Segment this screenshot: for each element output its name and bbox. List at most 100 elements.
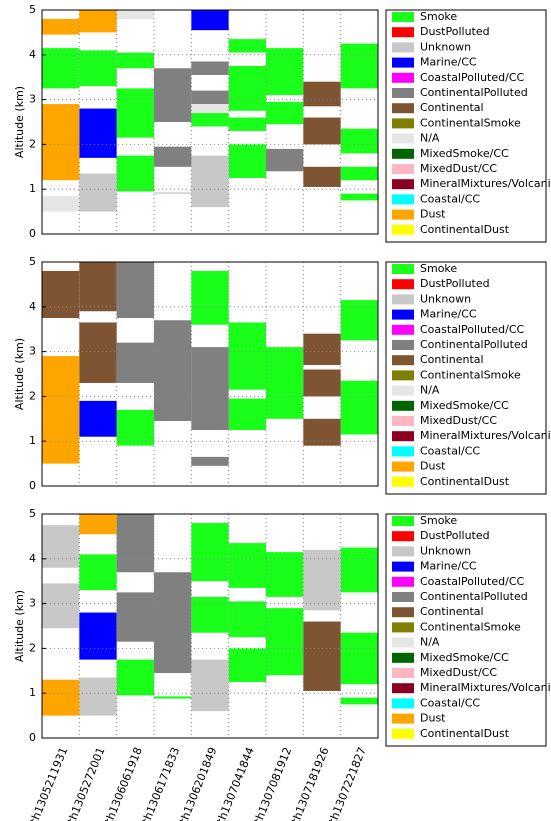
legend-label: Unknown xyxy=(420,292,471,305)
segment xyxy=(191,347,229,430)
segment xyxy=(266,48,304,96)
y-tick-label: 5 xyxy=(29,507,36,520)
y-tick-label: 3 xyxy=(29,597,36,610)
legend-label: ContinentalPolluted xyxy=(420,590,528,603)
segment xyxy=(340,547,378,593)
segment xyxy=(303,621,341,691)
segment xyxy=(340,632,378,685)
segment xyxy=(228,398,266,430)
legend-label: Marine/CC xyxy=(420,560,477,573)
legend-swatch xyxy=(392,279,414,290)
segment xyxy=(79,10,117,33)
legend-label: CoastalPolluted/CC xyxy=(420,323,524,336)
segment xyxy=(79,400,117,437)
x-tick-label: th1307081912 xyxy=(252,745,295,821)
segment xyxy=(116,10,154,19)
legend-label: Coastal/CC xyxy=(420,444,480,457)
y-tick-label: 0 xyxy=(29,479,36,492)
y-tick-label: 3 xyxy=(29,345,36,358)
x-tick-label: th1305272001 xyxy=(65,745,108,821)
legend-label: Continental xyxy=(420,353,484,366)
y-tick-label: 2 xyxy=(29,389,36,402)
legend-label: Unknown xyxy=(420,544,471,557)
legend-frame xyxy=(385,513,547,747)
legend-swatch xyxy=(392,652,414,663)
segment xyxy=(266,608,304,676)
segment xyxy=(42,356,80,464)
legend-swatch xyxy=(392,224,414,235)
segment xyxy=(191,10,229,31)
legend-swatch xyxy=(392,209,414,220)
legend-label: ContinentalSmoke xyxy=(420,368,521,381)
legend-swatch xyxy=(392,476,414,487)
segment xyxy=(191,155,229,208)
legend-swatch xyxy=(392,561,414,572)
segment xyxy=(42,583,80,629)
segment xyxy=(303,333,341,366)
segment xyxy=(42,48,80,89)
legend-swatch xyxy=(392,576,414,587)
legend-label: ContinentalDust xyxy=(420,223,510,236)
segment xyxy=(340,43,378,89)
legend-label: ContinentalDust xyxy=(420,475,510,488)
legend-label: MixedDust/CC xyxy=(420,162,497,175)
y-axis-label: Altitude (km) xyxy=(13,86,26,158)
segment xyxy=(191,456,229,466)
legend-swatch xyxy=(392,461,414,472)
segment xyxy=(266,347,304,419)
legend-label: N/A xyxy=(420,384,440,397)
legend-label: ContinentalPolluted xyxy=(420,338,528,351)
y-tick-label: 5 xyxy=(29,3,36,16)
x-tick-label: th1307041844 xyxy=(214,745,257,821)
legend-label: DustPolluted xyxy=(420,25,490,38)
legend-swatch xyxy=(392,194,414,205)
y-axis-label: Altitude (km) xyxy=(13,338,26,410)
segment xyxy=(340,128,378,154)
segment xyxy=(266,552,304,597)
x-tick-label: th1307221827 xyxy=(326,745,369,821)
segment xyxy=(191,104,229,114)
legend-label: Continental xyxy=(420,101,484,114)
legend-swatch xyxy=(392,683,414,694)
legend-label: ContinentalSmoke xyxy=(420,116,521,129)
segment xyxy=(266,101,304,125)
legend-label: MixedSmoke/CC xyxy=(420,399,509,412)
segment xyxy=(228,66,266,111)
y-tick-label: 1 xyxy=(29,182,36,195)
legend-swatch xyxy=(392,179,414,190)
y-tick-label: 4 xyxy=(29,552,36,565)
y-tick-label: 4 xyxy=(29,48,36,61)
plot-frame xyxy=(41,513,379,739)
segment xyxy=(191,61,229,75)
legend-label: Marine/CC xyxy=(420,56,477,69)
x-tick-label: th1307181926 xyxy=(289,745,332,821)
y-tick-label: 0 xyxy=(29,227,36,240)
legend-swatch xyxy=(392,431,414,442)
segment xyxy=(303,117,341,145)
segment xyxy=(116,659,154,696)
legend-swatch xyxy=(392,446,414,457)
segment xyxy=(42,525,80,568)
segment xyxy=(191,90,229,105)
legend-label: DustPolluted xyxy=(420,529,490,542)
y-tick-label: 1 xyxy=(29,434,36,447)
segment xyxy=(42,18,80,35)
segment xyxy=(340,193,378,201)
legend-swatch xyxy=(392,385,414,396)
legend-swatch xyxy=(392,118,414,129)
legend-label: Dust xyxy=(420,712,446,725)
legend-swatch xyxy=(392,264,414,274)
y-tick-label: 2 xyxy=(29,641,36,654)
legend-swatch xyxy=(392,728,414,739)
segment xyxy=(228,648,266,682)
legend-swatch xyxy=(392,698,414,709)
legend-label: Continental xyxy=(420,605,484,618)
segment xyxy=(191,659,229,712)
legend-label: CoastalPolluted/CC xyxy=(420,575,524,588)
segment xyxy=(303,549,341,611)
legend-label: Smoke xyxy=(420,514,457,527)
segment xyxy=(116,592,154,642)
segment xyxy=(228,543,266,588)
legend-swatch xyxy=(392,607,414,618)
segment xyxy=(154,68,192,122)
